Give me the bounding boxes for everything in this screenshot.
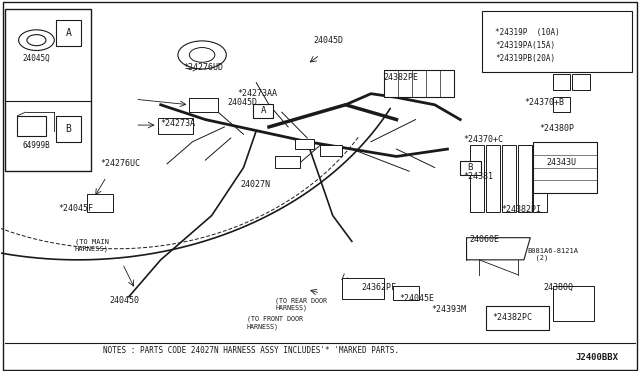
Bar: [518, 145, 532, 212]
Circle shape: [19, 30, 54, 51]
Bar: [486, 306, 549, 330]
Text: B081A6-8121A
  (2): B081A6-8121A (2): [527, 247, 578, 261]
Text: NOTES : PARTS CODE 24027N HARNESS ASSY INCLUDES'* 'MARKED PARTS.: NOTES : PARTS CODE 24027N HARNESS ASSY I…: [103, 346, 399, 355]
Text: (TO FRONT DOOR
HARNESS): (TO FRONT DOOR HARNESS): [246, 315, 303, 330]
Text: *24381: *24381: [463, 172, 493, 181]
Text: 24382PE: 24382PE: [384, 73, 419, 81]
Text: 24362PF: 24362PF: [362, 283, 396, 292]
Bar: [394, 286, 419, 301]
Bar: [552, 286, 594, 321]
Bar: [275, 156, 300, 167]
Text: *24380P: *24380P: [540, 124, 575, 133]
Bar: [486, 145, 500, 212]
Text: B: B: [65, 124, 71, 134]
Text: (TO REAR DOOR
HARNESS): (TO REAR DOOR HARNESS): [275, 297, 328, 311]
Text: 64999B: 64999B: [22, 141, 51, 150]
Text: *24276UD: *24276UD: [183, 63, 223, 72]
Text: *24370+C: *24370+C: [463, 135, 504, 144]
Text: 240450: 240450: [109, 296, 140, 305]
Text: (TO MAIN
HARNESS): (TO MAIN HARNESS): [75, 238, 109, 252]
Text: 24045D: 24045D: [314, 36, 344, 45]
Bar: [534, 145, 547, 212]
Text: *24276UC: *24276UC: [100, 159, 140, 169]
Text: *24273AA: *24273AA: [237, 89, 277, 98]
Bar: [17, 116, 46, 136]
Text: *24382PC: *24382PC: [492, 312, 532, 321]
Bar: [384, 70, 454, 97]
Text: *24045F: *24045F: [59, 203, 93, 213]
Text: J2400BBX: J2400BBX: [576, 353, 619, 362]
Text: *24382PI: *24382PI: [502, 205, 541, 215]
Bar: [552, 97, 570, 112]
Bar: [4, 9, 91, 171]
Bar: [189, 98, 218, 112]
Text: 24060E: 24060E: [470, 235, 500, 244]
Text: A: A: [260, 106, 266, 115]
Text: *24319PA(15A): *24319PA(15A): [495, 41, 556, 50]
Bar: [470, 145, 484, 212]
Bar: [88, 194, 113, 212]
Circle shape: [27, 35, 46, 46]
Text: 24343U: 24343U: [546, 157, 576, 167]
Text: *24319P  (10A): *24319P (10A): [495, 28, 560, 37]
Bar: [342, 278, 384, 299]
Bar: [572, 74, 589, 90]
Bar: [552, 74, 570, 90]
Text: *24319PB(20A): *24319PB(20A): [495, 54, 556, 63]
Text: *24045E: *24045E: [399, 294, 435, 303]
Text: 24045Q: 24045Q: [22, 54, 51, 63]
Bar: [460, 161, 481, 175]
Bar: [157, 118, 193, 134]
Text: B: B: [468, 163, 473, 172]
Text: A: A: [65, 28, 71, 38]
Bar: [294, 139, 314, 149]
Bar: [320, 145, 342, 157]
Bar: [253, 104, 273, 118]
Text: 24045D: 24045D: [228, 99, 258, 108]
Text: 24027N: 24027N: [241, 180, 270, 189]
Text: *24393M: *24393M: [431, 305, 467, 314]
Text: 24380Q: 24380Q: [543, 283, 573, 292]
Circle shape: [189, 48, 215, 62]
Bar: [56, 116, 81, 142]
Bar: [56, 20, 81, 46]
Circle shape: [178, 41, 227, 69]
Bar: [534, 142, 597, 193]
Bar: [483, 11, 632, 71]
Text: *24273A: *24273A: [161, 119, 196, 128]
Text: *24370+B: *24370+B: [524, 99, 564, 108]
Bar: [502, 145, 516, 212]
